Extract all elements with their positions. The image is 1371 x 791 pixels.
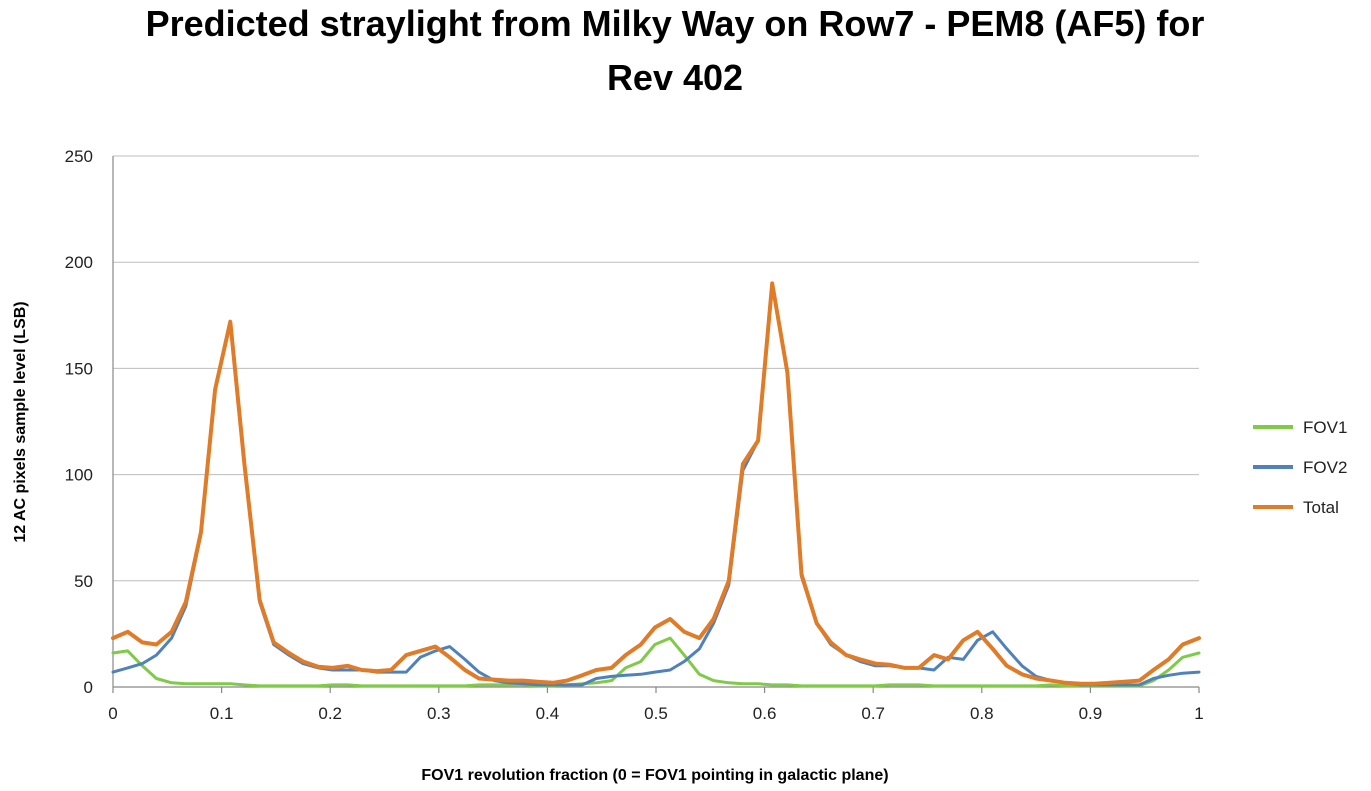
y-tick-label: 100	[65, 466, 93, 485]
axes	[112, 156, 1200, 693]
plot-lines	[111, 281, 1201, 688]
legend-label-fov1: FOV1	[1303, 418, 1347, 437]
x-tick-label: 0.5	[644, 704, 668, 723]
chart-title-line-1: Predicted straylight from Milky Way on R…	[146, 3, 1205, 44]
legend-label-fov2: FOV2	[1303, 458, 1347, 477]
y-tick-label: 150	[65, 359, 93, 378]
x-axis-title: FOV1 revolution fraction (0 = FOV1 point…	[421, 767, 888, 784]
y-tick-label: 250	[65, 147, 93, 166]
legend-label-total: Total	[1303, 498, 1339, 517]
x-tick-label: 0.3	[427, 704, 451, 723]
chart-title-line-2: Rev 402	[607, 57, 743, 98]
y-axis-title: 12 AC pixels sample level (LSB)	[12, 301, 29, 542]
legend: FOV1 FOV2 Total	[1253, 418, 1347, 517]
x-tick-label: 0.2	[318, 704, 342, 723]
x-tick-label: 0.8	[970, 704, 994, 723]
y-tick-label: 0	[84, 678, 93, 697]
series-line-fov1	[111, 636, 1201, 688]
y-tick-label: 200	[65, 253, 93, 272]
x-tick-label: 0.4	[536, 704, 560, 723]
x-tick-label: 0.9	[1079, 704, 1103, 723]
x-tick-label: 0	[108, 704, 117, 723]
x-tick-labels: 0 0.1 0.2 0.3 0.4 0.5 0.6 0.7 0.8 0.9 1	[108, 704, 1203, 723]
y-tick-label: 50	[74, 572, 93, 591]
x-tick-label: 0.7	[861, 704, 885, 723]
y-gridlines	[113, 155, 1199, 582]
x-tick-label: 0.6	[753, 704, 777, 723]
x-tick-label: 0.1	[210, 704, 234, 723]
y-tick-labels: 0 50 100 150 200 250	[65, 147, 93, 697]
series-line-total	[111, 281, 1201, 686]
x-tick-label: 1	[1194, 704, 1203, 723]
